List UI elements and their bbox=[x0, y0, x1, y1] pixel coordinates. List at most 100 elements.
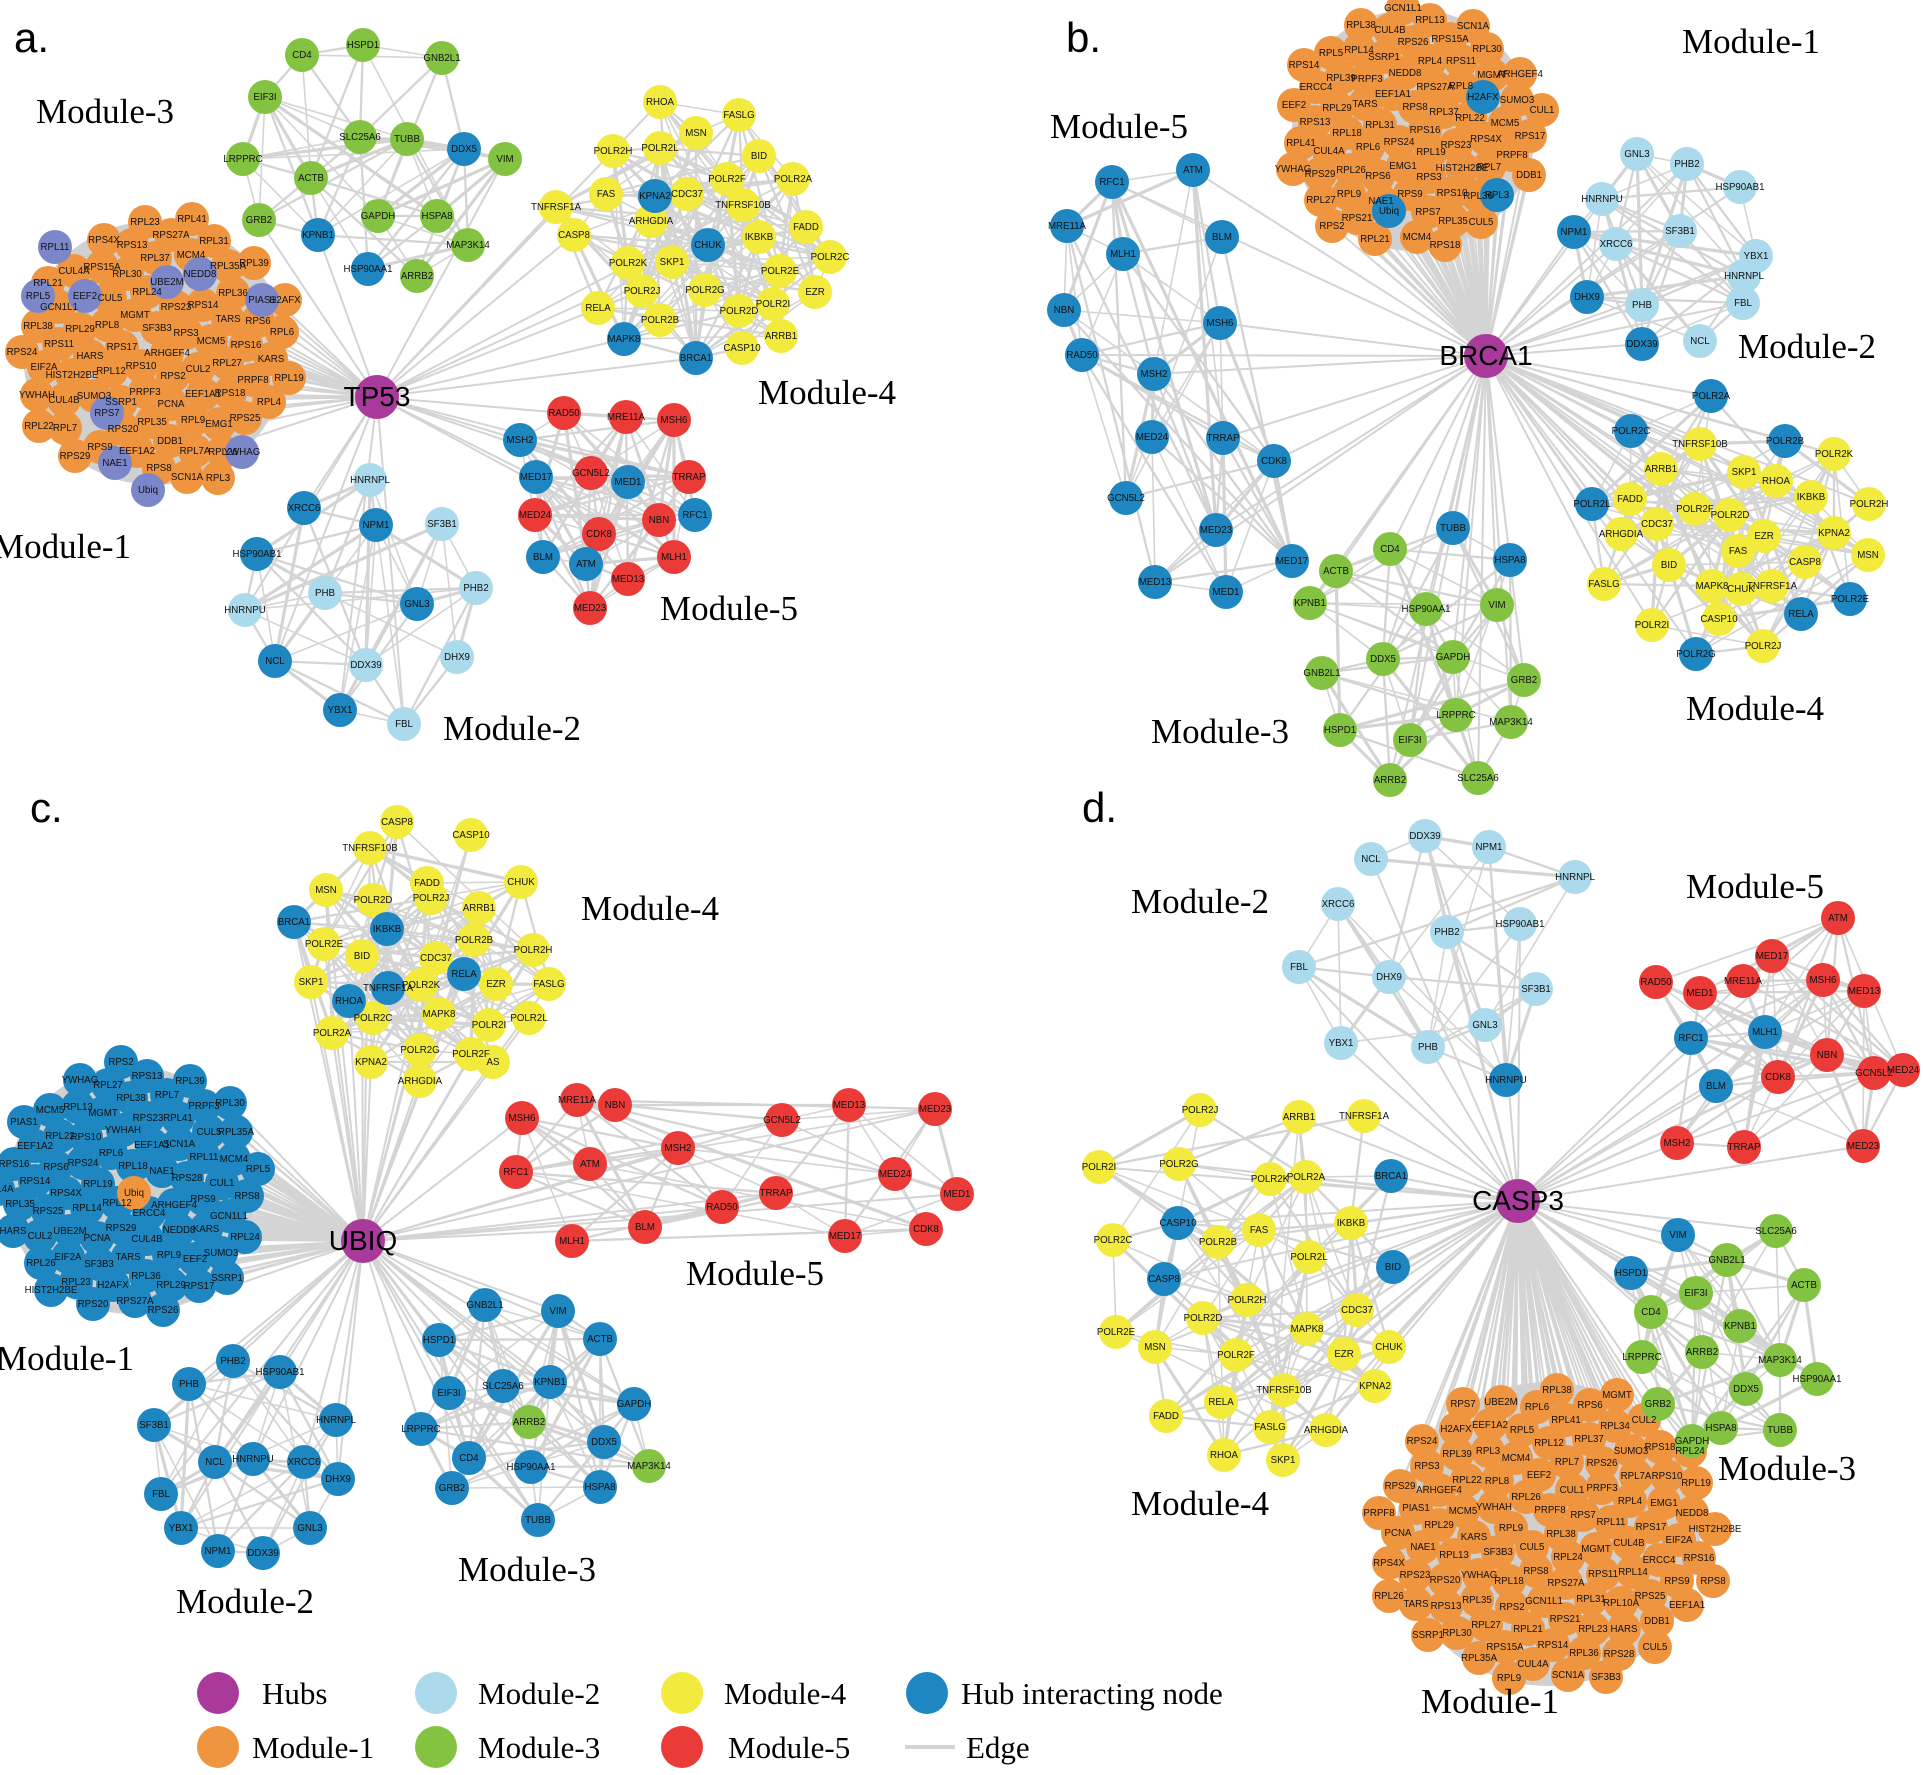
svg-text:SUMO3: SUMO3 bbox=[204, 1248, 238, 1259]
svg-text:MLH1: MLH1 bbox=[661, 552, 687, 563]
svg-text:DDX39: DDX39 bbox=[247, 1548, 278, 1559]
svg-text:RPL6: RPL6 bbox=[1525, 1402, 1549, 1413]
svg-text:PCNA: PCNA bbox=[84, 1233, 111, 1244]
svg-text:RPL8: RPL8 bbox=[95, 320, 119, 331]
svg-text:PHB: PHB bbox=[179, 1379, 199, 1390]
svg-text:RPL24: RPL24 bbox=[132, 287, 162, 298]
svg-text:MSH2: MSH2 bbox=[665, 1143, 692, 1154]
svg-text:RPS8: RPS8 bbox=[1402, 102, 1427, 113]
svg-text:BRCA1: BRCA1 bbox=[278, 917, 310, 928]
svg-text:RPS8: RPS8 bbox=[146, 463, 171, 474]
svg-text:CUL2: CUL2 bbox=[28, 1231, 53, 1242]
svg-text:YBX1: YBX1 bbox=[328, 705, 353, 716]
svg-text:SKP1: SKP1 bbox=[299, 977, 324, 988]
svg-text:GRB2: GRB2 bbox=[1511, 675, 1537, 686]
svg-text:TARS: TARS bbox=[115, 1252, 141, 1263]
svg-text:RPL14: RPL14 bbox=[1344, 45, 1374, 56]
svg-text:EEF1A1: EEF1A1 bbox=[1375, 89, 1411, 100]
svg-text:RAD50: RAD50 bbox=[1066, 350, 1098, 361]
svg-text:EMG1: EMG1 bbox=[1389, 161, 1416, 172]
svg-text:DHX9: DHX9 bbox=[1376, 972, 1402, 983]
svg-text:RPS21: RPS21 bbox=[1342, 213, 1373, 224]
svg-text:H2AFX: H2AFX bbox=[97, 1280, 129, 1291]
svg-text:IKBKB: IKBKB bbox=[1337, 1218, 1366, 1229]
svg-text:ARHGDIA: ARHGDIA bbox=[398, 1076, 443, 1087]
svg-text:RPS16: RPS16 bbox=[231, 340, 262, 351]
svg-text:POLR2L: POLR2L bbox=[641, 143, 679, 154]
svg-text:HSPD1: HSPD1 bbox=[1324, 725, 1356, 736]
svg-text:DDB1: DDB1 bbox=[157, 436, 183, 447]
svg-text:POLR2H: POLR2H bbox=[1850, 499, 1889, 510]
svg-text:EEF2: EEF2 bbox=[1527, 1470, 1551, 1481]
svg-text:Module-5: Module-5 bbox=[686, 1254, 824, 1293]
svg-text:RPL7: RPL7 bbox=[1477, 162, 1501, 173]
svg-text:RPL35: RPL35 bbox=[5, 1199, 35, 1210]
svg-text:RPL38: RPL38 bbox=[1346, 20, 1376, 31]
svg-text:MCM5: MCM5 bbox=[36, 1105, 65, 1116]
svg-text:RPL38: RPL38 bbox=[116, 1093, 146, 1104]
svg-text:POLR2D: POLR2D bbox=[354, 895, 393, 906]
svg-text:RPL41: RPL41 bbox=[177, 214, 207, 225]
svg-text:POLR2B: POLR2B bbox=[1766, 436, 1804, 447]
svg-text:ARRB2: ARRB2 bbox=[513, 1417, 545, 1428]
svg-text:PCNA: PCNA bbox=[158, 399, 185, 410]
svg-text:RPS21: RPS21 bbox=[1550, 1614, 1581, 1625]
svg-text:POLR2L: POLR2L bbox=[1573, 499, 1611, 510]
svg-text:RAD50: RAD50 bbox=[548, 408, 580, 419]
svg-text:GCN5L2: GCN5L2 bbox=[572, 468, 610, 479]
svg-text:RPS24: RPS24 bbox=[68, 1158, 99, 1169]
svg-text:BLM: BLM bbox=[533, 552, 553, 563]
svg-text:KPNA2: KPNA2 bbox=[1818, 528, 1850, 539]
svg-text:HIST2H2BE: HIST2H2BE bbox=[1689, 1524, 1742, 1535]
svg-text:H2AFX: H2AFX bbox=[269, 295, 301, 306]
svg-text:GNL3: GNL3 bbox=[1472, 1020, 1497, 1031]
svg-text:MED24: MED24 bbox=[1136, 432, 1169, 443]
svg-text:Module-5: Module-5 bbox=[728, 1730, 850, 1765]
svg-text:KARS: KARS bbox=[1461, 1532, 1488, 1543]
svg-text:ARHGEF4: ARHGEF4 bbox=[1497, 69, 1543, 80]
svg-text:RPL21: RPL21 bbox=[1360, 234, 1390, 245]
svg-text:TNFRSF10B: TNFRSF10B bbox=[1256, 1385, 1311, 1396]
svg-text:POLR2H: POLR2H bbox=[594, 146, 633, 157]
svg-text:POLR2B: POLR2B bbox=[1199, 1237, 1237, 1248]
svg-text:MLH1: MLH1 bbox=[559, 1236, 585, 1247]
svg-text:RPL39: RPL39 bbox=[175, 1076, 205, 1087]
svg-text:PRPF8: PRPF8 bbox=[1363, 1508, 1394, 1519]
svg-text:SCN1A: SCN1A bbox=[1552, 1670, 1585, 1681]
svg-text:RPS6: RPS6 bbox=[1577, 1400, 1602, 1411]
svg-text:KPNA2: KPNA2 bbox=[639, 191, 671, 202]
svg-text:SF3B3: SF3B3 bbox=[1591, 1672, 1621, 1683]
svg-text:VIM: VIM bbox=[549, 1306, 566, 1317]
svg-text:RPL21: RPL21 bbox=[33, 278, 63, 289]
svg-text:RPL27: RPL27 bbox=[212, 358, 242, 369]
svg-text:RPS17: RPS17 bbox=[184, 1281, 215, 1292]
svg-text:HSP90AB1: HSP90AB1 bbox=[1715, 182, 1764, 193]
svg-text:MED23: MED23 bbox=[1200, 525, 1232, 536]
svg-text:TNFRSF1A: TNFRSF1A bbox=[363, 983, 414, 994]
svg-text:KPNA2: KPNA2 bbox=[1359, 1381, 1391, 1392]
svg-text:KPNB1: KPNB1 bbox=[534, 1377, 566, 1388]
svg-text:GNB2L1: GNB2L1 bbox=[1708, 1255, 1745, 1266]
svg-text:CASP8: CASP8 bbox=[1148, 1274, 1180, 1285]
svg-text:RPL27: RPL27 bbox=[1471, 1620, 1501, 1631]
svg-text:NEDD8: NEDD8 bbox=[1389, 68, 1422, 79]
svg-text:RPS27A: RPS27A bbox=[1416, 82, 1454, 93]
svg-text:CUL1: CUL1 bbox=[210, 1178, 235, 1189]
svg-text:RPL13: RPL13 bbox=[63, 1102, 93, 1113]
svg-text:BRCA1: BRCA1 bbox=[680, 353, 712, 364]
svg-text:MAP3K14: MAP3K14 bbox=[1489, 717, 1533, 728]
svg-text:NAE1: NAE1 bbox=[149, 1166, 174, 1177]
svg-text:POLR2I: POLR2I bbox=[1635, 620, 1669, 631]
svg-text:TARS: TARS bbox=[1403, 1599, 1429, 1610]
svg-text:ATM: ATM bbox=[1183, 165, 1203, 176]
svg-text:RPL12: RPL12 bbox=[1534, 1438, 1564, 1449]
svg-text:HNRNPL: HNRNPL bbox=[1555, 872, 1595, 883]
svg-text:RPS29: RPS29 bbox=[106, 1223, 137, 1234]
svg-text:CHUK: CHUK bbox=[694, 240, 722, 251]
svg-text:CUL5: CUL5 bbox=[98, 293, 123, 304]
svg-text:ARRB2: ARRB2 bbox=[1374, 775, 1406, 786]
svg-text:MSH2: MSH2 bbox=[1664, 1138, 1691, 1149]
svg-text:RPL38: RPL38 bbox=[23, 321, 53, 332]
svg-text:HNRNPL: HNRNPL bbox=[316, 1415, 356, 1426]
svg-text:MCM4: MCM4 bbox=[177, 250, 206, 261]
